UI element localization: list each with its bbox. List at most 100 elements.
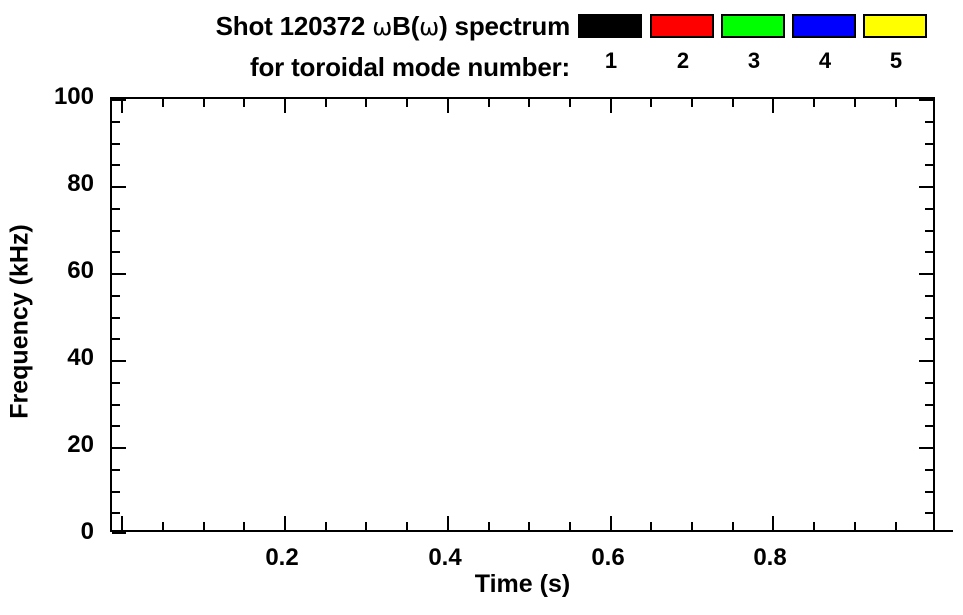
xtick-top-minor-0.85 — [813, 99, 815, 107]
ytick-label-20: 20 — [67, 431, 94, 458]
legend-swatch-mode-5 — [863, 14, 927, 38]
legend-swatch-mode-1 — [578, 14, 642, 38]
xtick-major-0.4 — [447, 516, 449, 530]
xtick-minor-0.45 — [488, 522, 490, 530]
ytick-label-60: 60 — [67, 257, 94, 284]
legend-swatch-mode-4 — [792, 14, 856, 38]
ytick-right-major-80 — [919, 186, 933, 188]
xtick-label-0.4: 0.4 — [428, 544, 462, 571]
xtick-minor-0.85 — [813, 522, 815, 530]
ytick-right-minor-90 — [925, 143, 933, 145]
legend-label-mode-3: 3 — [747, 48, 761, 73]
xtick-minor-0.05 — [162, 522, 164, 530]
ytick-right-minor-5 — [925, 512, 933, 514]
ytick-right-major-40 — [919, 360, 933, 362]
xtick-label-0.8: 0.8 — [753, 544, 787, 571]
legend-label-mode-2: 2 — [676, 48, 690, 73]
xtick-top-minor-0.15 — [243, 99, 245, 107]
ytick-label-80: 80 — [67, 170, 94, 197]
chart-title: Shot 120372 ωB(ω) spectrum for toroidal … — [0, 6, 571, 87]
plot-area[interactable] — [112, 99, 933, 530]
xtick-top-minor-0.70 — [691, 99, 693, 107]
ytick-right-minor-95 — [925, 121, 933, 123]
xtick-major-0.2 — [284, 516, 286, 530]
legend-label-mode-1: 1 — [604, 48, 618, 73]
ytick-minor-90 — [112, 143, 120, 145]
ytick-minor-10 — [112, 491, 120, 493]
ytick-major-100 — [112, 99, 126, 101]
ytick-major-40 — [112, 360, 126, 362]
legend-entry-5[interactable]: 5 — [863, 14, 929, 78]
ytick-major-80 — [112, 186, 126, 188]
legend-entry-4[interactable]: 4 — [792, 14, 858, 78]
y-axis-label: Frequency (kHz) — [5, 224, 34, 419]
ytick-minor-30 — [112, 404, 120, 406]
ytick-right-major-100 — [919, 99, 933, 101]
xtick-top-minor-0.30 — [365, 99, 367, 107]
xtick-top-minor-0.75 — [732, 99, 734, 107]
xtick-top-minor-0.65 — [650, 99, 652, 107]
x-axis-label: Time (s) — [474, 570, 571, 598]
xtick-minor-0.35 — [406, 522, 408, 530]
xtick-top-major-0.0 — [121, 99, 123, 113]
ytick-major-20 — [112, 447, 126, 449]
xtick-top-major-0.8 — [772, 99, 774, 113]
xtick-major-0.8 — [772, 516, 774, 530]
ytick-major-0 — [112, 532, 126, 534]
xtick-top-minor-0.45 — [488, 99, 490, 107]
ytick-minor-5 — [112, 512, 120, 514]
legend-swatch-mode-2 — [650, 14, 714, 38]
xtick-label-0.2: 0.2 — [265, 544, 299, 571]
ytick-minor-50 — [112, 317, 120, 319]
xtick-top-minor-0.05 — [162, 99, 164, 107]
ytick-right-minor-65 — [925, 251, 933, 253]
omega-symbol-1: ω — [372, 13, 393, 41]
xtick-top-minor-0.95 — [895, 99, 897, 107]
xtick-minor-0.95 — [895, 522, 897, 530]
omega-symbol-2: ω — [419, 13, 440, 41]
ytick-minor-45 — [112, 338, 120, 340]
ytick-minor-95 — [112, 121, 120, 123]
xtick-minor-0.90 — [854, 522, 856, 530]
ytick-label-40: 40 — [67, 344, 94, 371]
ytick-minor-55 — [112, 295, 120, 297]
ytick-minor-15 — [112, 469, 120, 471]
xtick-minor-0.10 — [203, 522, 205, 530]
ytick-label-0: 0 — [80, 518, 94, 545]
xtick-minor-0.75 — [732, 522, 734, 530]
ytick-major-60 — [112, 273, 126, 275]
ytick-minor-85 — [112, 164, 120, 166]
ytick-right-minor-10 — [925, 491, 933, 493]
ytick-minor-25 — [112, 425, 120, 427]
plot-frame — [110, 97, 935, 534]
xtick-top-major-0.4 — [447, 99, 449, 113]
ytick-right-minor-15 — [925, 469, 933, 471]
chart-title-line-1-suffix: ) spectrum — [439, 11, 570, 41]
xtick-minor-0.30 — [365, 522, 367, 530]
xtick-minor-0.55 — [569, 522, 571, 530]
legend-label-mode-5: 5 — [889, 48, 903, 73]
xtick-top-minor-0.90 — [854, 99, 856, 107]
legend-entry-3[interactable]: 3 — [721, 14, 787, 78]
ytick-right-minor-50 — [925, 317, 933, 319]
xtick-minor-0.15 — [243, 522, 245, 530]
ytick-right-minor-35 — [925, 382, 933, 384]
ytick-minor-35 — [112, 382, 120, 384]
xtick-top-major-0.6 — [610, 99, 612, 113]
ytick-right-minor-85 — [925, 164, 933, 166]
legend-entry-2[interactable]: 2 — [650, 14, 716, 78]
chart-title-line-1-mid: B( — [392, 11, 420, 41]
ytick-label-100: 100 — [53, 83, 94, 110]
xtick-major-0.0 — [121, 516, 123, 530]
xtick-major-0.6 — [610, 516, 612, 530]
chart-title-line-1-prefix: Shot 120372 — [215, 11, 373, 41]
x-axis-overshoot-rule — [933, 530, 953, 532]
chart-title-line-1: Shot 120372 ωB(ω) spectrum — [0, 6, 571, 47]
legend-label-mode-4: 4 — [818, 48, 832, 73]
xtick-top-major-0.2 — [284, 99, 286, 113]
xtick-minor-0.25 — [325, 522, 327, 530]
ytick-right-minor-55 — [925, 295, 933, 297]
ytick-right-major-60 — [919, 273, 933, 275]
legend-entry-1[interactable]: 1 — [578, 14, 644, 78]
